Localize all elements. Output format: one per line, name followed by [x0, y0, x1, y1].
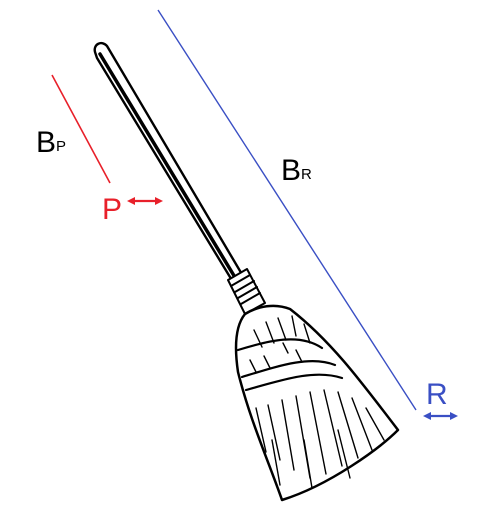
- br-line: [157, 9, 417, 411]
- p-label: P: [102, 193, 122, 226]
- broom-bristles: [234, 304, 400, 502]
- br-subscript: R: [301, 166, 312, 183]
- broom-binding: [227, 268, 266, 315]
- bp-main: B: [36, 126, 56, 159]
- bp-line: [51, 74, 111, 184]
- bp-label: BP: [36, 126, 66, 159]
- broom-illustration: [93, 41, 400, 502]
- bp-subscript: P: [56, 138, 66, 155]
- br-label: BR: [281, 154, 312, 187]
- r-label: R: [426, 378, 448, 411]
- br-main: B: [281, 154, 301, 187]
